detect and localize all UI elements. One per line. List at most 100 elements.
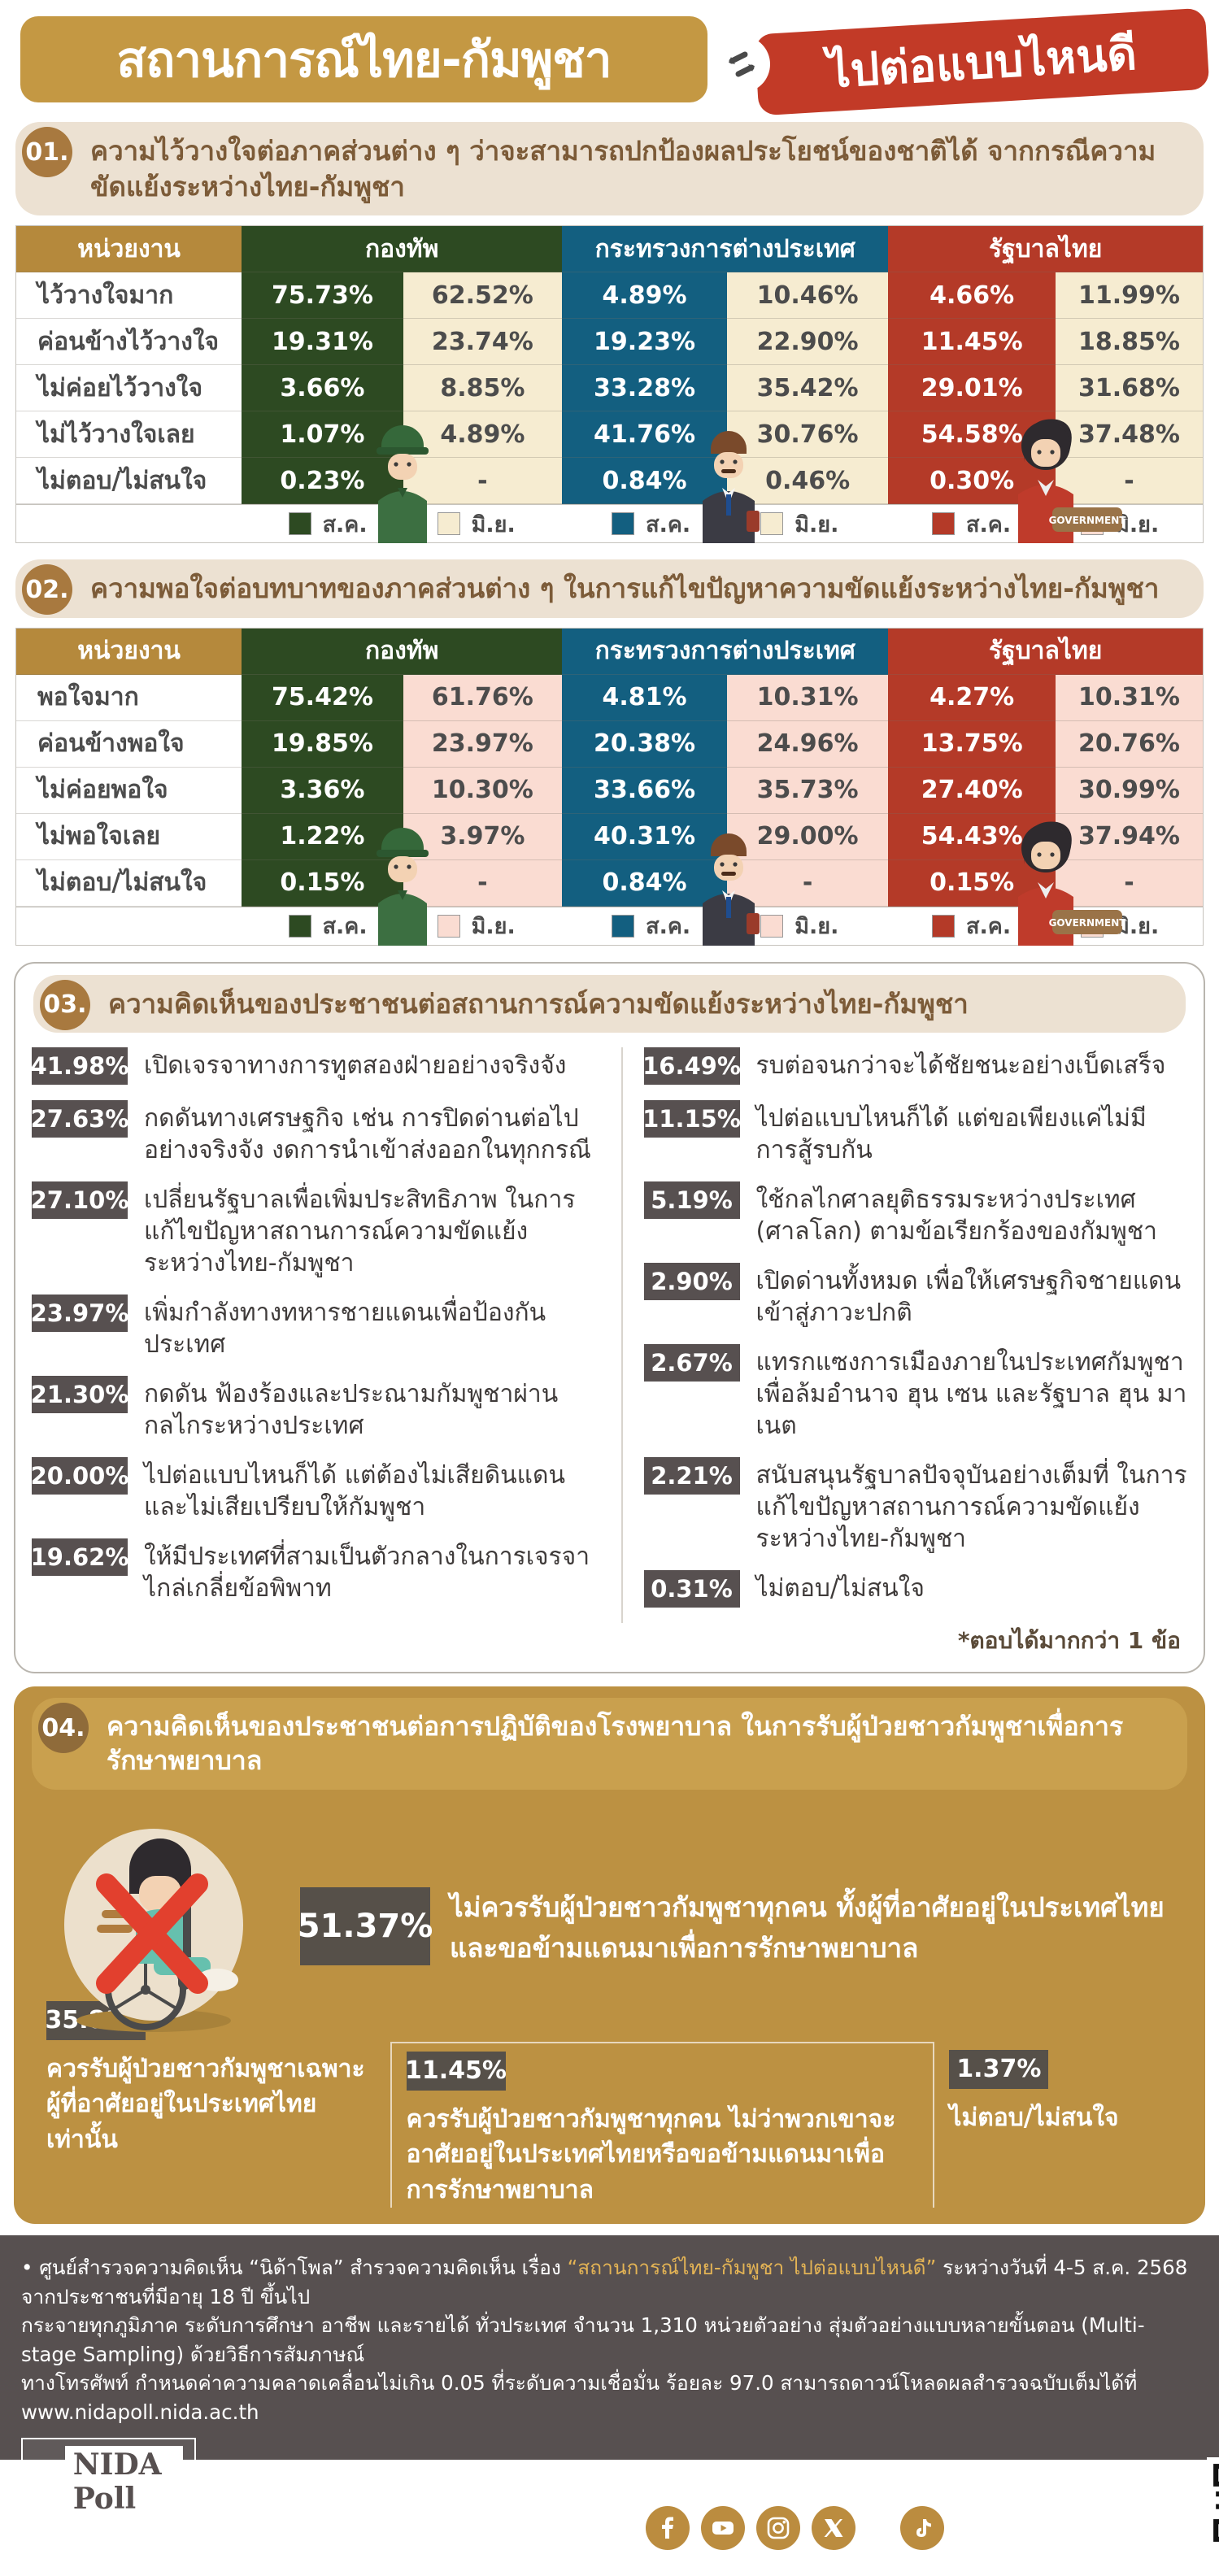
section4-number-badge: 04. (38, 1703, 89, 1753)
legend-swatch-aug (932, 512, 955, 535)
footer-bar: NIDA Poll โพลแห่งแรกในประเทศไทย ถูกต้อง … (21, 2438, 1198, 2576)
cell: - (403, 458, 563, 504)
contact-info: Tel : 02 727 3594-6 www.nidapoll.nida.ac… (966, 2451, 1190, 2563)
legend-swatch-jun (438, 512, 460, 535)
cell: 4.66% (888, 272, 1056, 319)
swap-arrows-icon (713, 36, 770, 93)
poll-title-highlight: “สถานการณ์ไทย-กัมพูชา ไปต่อแบบไหนดี” (568, 2256, 937, 2279)
x-twitter-icon[interactable] (812, 2506, 855, 2550)
cell: 4.89% (403, 411, 563, 458)
legend-jun-label: มิ.ย. (1115, 908, 1159, 943)
opinion-item: 27.63%กดดันทางเศรษฐกิจ เช่น การปิดด่านต่… (32, 1100, 599, 1166)
hospital-option-text: ควรรับผู้ป่วยชาวกัมพูชาทุกคน ไม่ว่าพวกเข… (407, 2102, 919, 2208)
section1-header: 01. ความไว้วางใจต่อภาคส่วนต่าง ๆ ว่าจะสา… (15, 122, 1204, 215)
opinion-text: ไปต่อแบบไหนก็ได้ แต่ขอเพียงแค่ไม่มีการสู… (756, 1100, 1188, 1166)
cell: 37.94% (1056, 814, 1203, 860)
youtube-icon[interactable] (701, 2506, 745, 2550)
legend-swatch-jun (1081, 915, 1104, 938)
cell: 1.22% (242, 814, 403, 860)
trust-row-label: ไม่ไว้วางใจเลย (16, 411, 242, 458)
cell: 0.84% (562, 458, 727, 504)
section3-number-badge: 03. (40, 980, 90, 1030)
cell: 40.31% (562, 814, 727, 860)
legend-aug-label: ส.ค. (646, 507, 690, 542)
opinions-right-column: 16.49%รบต่อจนกว่าจะได้ชัยชนะอย่างเบ็ดเสร… (621, 1047, 1188, 1623)
trust-group-mfa: กระทรวงการต่างประเทศ (562, 226, 888, 272)
opinion-item: 21.30%กดดัน ฟ้องร้องและประณามกัมพูชาผ่าน… (32, 1376, 599, 1442)
trust-row-label: ไม่ตอบ/ไม่สนใจ (16, 458, 242, 504)
cell: 23.74% (403, 319, 563, 365)
hospital-option: 1.37% ไม่ตอบ/ไม่สนใจ (933, 2042, 1187, 2208)
legend-swatch-aug (932, 915, 955, 938)
opinion-text: กดดัน ฟ้องร้องและประณามกัมพูชาผ่านกลไกระ… (144, 1376, 599, 1442)
qr-code[interactable] (1207, 2457, 1219, 2556)
cell: 0.30% (888, 458, 1056, 504)
nida-emblem-icon (34, 2464, 57, 2500)
opinion-item: 23.97%เพิ่มกำลังทางทหารชายแดนเพื่อป้องกั… (32, 1295, 599, 1360)
legend-aug-label: ส.ค. (323, 908, 368, 943)
cell: 4.27% (888, 675, 1056, 721)
opinion-text: รบต่อจนกว่าจะได้ชัยชนะอย่างเบ็ดเสร็จ (756, 1047, 1188, 1081)
opinion-item: 11.15% ไปต่อแบบไหนก็ได้ แต่ขอเพียงแค่ไม่ม… (644, 1100, 1188, 1166)
legend-aug-label: ส.ค. (646, 908, 690, 943)
cell: 19.31% (242, 319, 403, 365)
methodology-line2: กระจายทุกภูมิภาค ระดับการศึกษา อาชีพ และ… (21, 2311, 1198, 2369)
cell: 10.30% (403, 768, 563, 814)
facebook-icon[interactable] (646, 2506, 690, 2550)
section4-title: ความคิดเห็นของประชาชนต่อการปฏิบัติของโรง… (107, 1709, 1168, 1778)
opinion-pct: 27.63% (32, 1100, 128, 1138)
sat-group-army: กองทัพ (242, 629, 562, 675)
header-title-left: สถานการณ์ไทย-กัมพูชา (20, 16, 707, 102)
phone-number[interactable]: Tel : 02 727 3594-6 (966, 2451, 1190, 2488)
social-links: ติดตามการรายงานผลโพลทุกสัปดาห์ + (642, 2465, 947, 2550)
opinion-item: 2.21%สนับสนุนรัฐบาลปัจจุบันอย่างเต็มที่ … (644, 1457, 1188, 1555)
legend-swatch-aug (289, 915, 311, 938)
nida-poll-tagline: โพลแห่งแรกในประเทศไทย (21, 2534, 196, 2576)
cell: - (1056, 458, 1203, 504)
legend-aug-label: ส.ค. (966, 507, 1011, 542)
hospital-option-text: ไม่ตอบ/ไม่สนใจ (949, 2100, 1173, 2136)
cell: 10.31% (1056, 675, 1203, 721)
multi-answer-note: *ตอบได้มากกว่า 1 ข้อ (32, 1623, 1187, 1664)
sat-group-gov: รัฐบาลไทย (888, 629, 1203, 675)
opinion-item: 5.19%ใช้กลไกศาลยุติธรรมระหว่างประเทศ (ศา… (644, 1181, 1188, 1247)
tagline-line: ด้วยคุณภาพตามหลักวิชาการ (232, 2525, 466, 2561)
instagram-icon[interactable] (756, 2506, 800, 2550)
cell: 35.42% (727, 365, 888, 411)
infographic-page: สถานการณ์ไทย-กัมพูชา ไปต่อแบบไหนดี 01. ค… (0, 0, 1219, 2460)
section2-header: 02. ความพอใจต่อบทบาทของภาคส่วนต่าง ๆ ในก… (15, 559, 1204, 618)
tiktok-icon[interactable] (900, 2506, 944, 2550)
opinion-item: 27.10%เปลี่ยนรัฐบาลเพื่อเพิ่มประสิทธิภาพ… (32, 1181, 599, 1279)
opinions-section: 03. ความคิดเห็นของประชาชนต่อสถานการณ์ควา… (14, 962, 1205, 1674)
cell: 35.73% (727, 768, 888, 814)
opinion-pct: 11.15% (644, 1100, 740, 1138)
opinion-item: 41.98%เปิดเจรจาทางการทูตสองฝ่ายอย่างจริง… (32, 1047, 599, 1085)
opinion-pct: 19.62% (32, 1538, 128, 1576)
cell: 10.46% (727, 272, 888, 319)
opinion-text: สนับสนุนรัฐบาลปัจจุบันอย่างเต็มที่ ในการ… (756, 1457, 1188, 1555)
opinion-text: ไม่ตอบ/ไม่สนใจ (756, 1570, 1188, 1604)
trust-row-label: ไว้วางใจมาก (16, 272, 242, 319)
opinion-pct: 20.00% (32, 1457, 128, 1495)
cell: 22.90% (727, 319, 888, 365)
cell: - (727, 860, 888, 907)
section2-title: ความพอใจต่อบทบาทของภาคส่วนต่าง ๆ ในการแก… (90, 571, 1184, 607)
sat-row-label: ค่อนข้างพอใจ (16, 721, 242, 768)
legend-jun-label: มิ.ย. (795, 507, 838, 542)
opinion-text: เพิ่มกำลังทางทหารชายแดนเพื่อป้องกันประเท… (144, 1295, 599, 1360)
cell: 61.76% (403, 675, 563, 721)
website-link[interactable]: www.nidapoll.nida.ac.th (966, 2488, 1190, 2526)
trust-row-label: ไม่ค่อยไว้วางใจ (16, 365, 242, 411)
email-link[interactable]: nida_poll@nida.ac.th (966, 2526, 1190, 2563)
wheelchair-patient-illustration (32, 1795, 300, 2039)
cell: 1.07% (242, 411, 403, 458)
cell: 0.84% (562, 860, 727, 907)
sat-group-mfa: กระทรวงการต่างประเทศ (562, 629, 888, 675)
opinion-pct: 0.31% (644, 1570, 740, 1608)
social-caption: ติดตามการรายงานผลโพลทุกสัปดาห์ (642, 2465, 947, 2496)
cell: 54.58% (888, 411, 1056, 458)
section3-header: 03. ความคิดเห็นของประชาชนต่อสถานการณ์ควา… (33, 975, 1186, 1033)
cell: 11.99% (1056, 272, 1203, 319)
opinion-text: เปิดด่านทั้งหมด เพื่อให้เศรษฐกิจชายแดนเข… (756, 1263, 1188, 1329)
opinion-item: 20.00%ไปต่อแบบไหนก็ได้ แต่ต้องไม่เสียดิน… (32, 1457, 599, 1523)
